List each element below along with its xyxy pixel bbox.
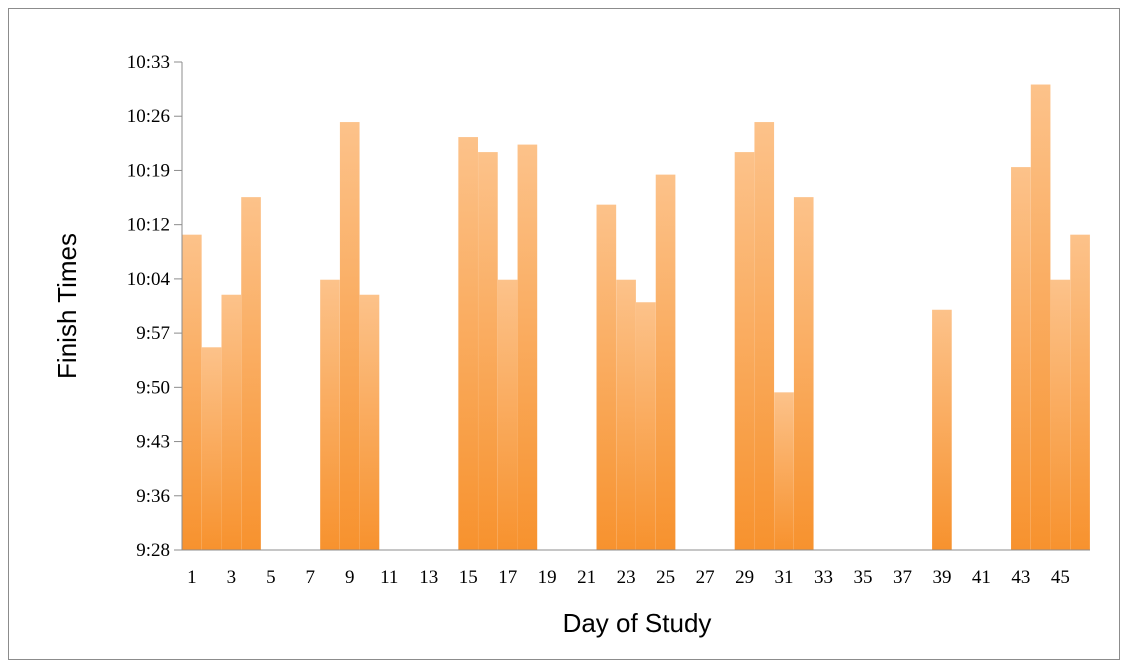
x-tick-label: 39: [932, 567, 951, 588]
y-axis-title: Finish Times: [52, 233, 82, 379]
x-tick-label: 35: [854, 567, 873, 588]
x-tick-label: 11: [380, 567, 398, 588]
bar-day-46: [1070, 234, 1090, 550]
y-tick-label: 9:28: [136, 540, 170, 561]
bar-day-8: [320, 279, 340, 550]
bar-day-24: [636, 302, 656, 550]
bar-day-44: [1030, 84, 1051, 551]
bar-day-16: [478, 152, 498, 551]
x-tick-label: 21: [577, 567, 596, 588]
x-tick-label: 15: [459, 567, 478, 588]
x-tick-label: 9: [345, 567, 355, 588]
bar-day-18: [517, 144, 538, 551]
y-tick-label: 9:50: [136, 377, 170, 398]
bar-day-25: [655, 174, 676, 550]
bar-day-39: [932, 309, 952, 550]
x-tick-label: 7: [306, 567, 316, 588]
y-tick-label: 10:12: [127, 215, 170, 236]
bar-day-10: [359, 294, 380, 550]
bar-day-3: [221, 294, 242, 550]
bar-day-22: [596, 204, 617, 550]
x-tick-label: 25: [656, 567, 675, 588]
bar-day-4: [241, 197, 261, 550]
x-tick-label: 13: [419, 567, 438, 588]
x-tick-label: 37: [893, 567, 912, 588]
bar-day-2: [201, 347, 222, 550]
bar-day-30: [754, 122, 775, 551]
bar-day-29: [734, 152, 755, 551]
x-tick-label: 33: [814, 567, 833, 588]
bar-day-15: [458, 137, 478, 551]
y-tick-label: 9:43: [136, 432, 170, 453]
y-tick-label: 10:19: [127, 160, 170, 181]
bar-day-31: [774, 392, 794, 550]
x-tick-label: 45: [1051, 567, 1070, 588]
x-tick-label: 29: [735, 567, 754, 588]
bar-day-9: [339, 122, 360, 551]
bar-day-1: [182, 234, 202, 550]
x-tick-label: 1: [187, 567, 197, 588]
bar-day-45: [1050, 279, 1071, 550]
x-tick-label: 41: [972, 567, 991, 588]
bar-day-32: [793, 197, 814, 550]
y-tick-label: 10:26: [127, 106, 170, 127]
x-tick-label: 43: [1011, 567, 1030, 588]
x-axis-title: Day of Study: [563, 608, 712, 638]
y-tick-label: 9:57: [136, 323, 170, 344]
y-tick-label: 9:36: [136, 486, 170, 507]
bar-day-23: [616, 279, 636, 550]
y-tick-label: 10:04: [127, 269, 171, 290]
y-tick-label: 10:33: [127, 52, 170, 73]
x-tick-label: 17: [498, 567, 517, 588]
x-tick-label: 27: [696, 567, 715, 588]
bar-day-17: [497, 279, 518, 550]
x-tick-label: 31: [775, 567, 794, 588]
x-tick-label: 23: [617, 567, 636, 588]
x-tick-label: 19: [538, 567, 557, 588]
x-tick-label: 3: [227, 567, 237, 588]
bar-day-43: [1011, 167, 1031, 550]
x-tick-label: 5: [266, 567, 276, 588]
